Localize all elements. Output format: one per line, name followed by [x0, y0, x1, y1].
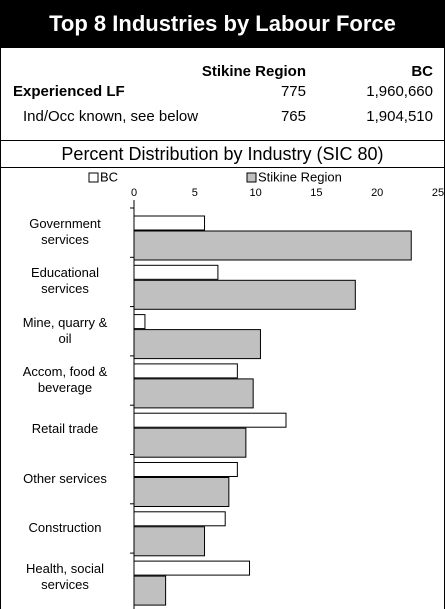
bar [133, 363, 238, 379]
category-label: Accom, food & beverage [22, 363, 108, 395]
category-label: Educational services [31, 265, 99, 297]
category-label: Mine, quarry & oil [22, 314, 108, 346]
bar [133, 412, 287, 428]
bar [133, 462, 238, 477]
bar [133, 264, 219, 280]
bar [133, 526, 206, 557]
bar [133, 560, 251, 576]
legend-swatch [246, 172, 257, 183]
category-label: Government services [29, 216, 101, 247]
cell: 765 [280, 108, 306, 125]
legend-label: Stikine Region [258, 169, 342, 184]
chart-title: Percent Distribution by Industry (SIC 80… [1, 140, 444, 168]
category-label: Construction [28, 519, 102, 535]
bar [133, 215, 206, 231]
bar [133, 329, 261, 360]
x-tick-label: 20 [371, 187, 383, 199]
y-tick-label: Mine, quarry & oil [3, 315, 127, 347]
bar [133, 279, 356, 310]
x-tick-label: 15 [310, 187, 322, 199]
bar [133, 477, 230, 507]
category-label: Retail trade [31, 421, 99, 437]
x-tick-label: 25 [432, 187, 444, 199]
row-label: Ind/Occ known, see below [23, 108, 199, 125]
page-title: Top 8 Industries by Labour Force [1, 0, 444, 48]
y-tick-label: Educational services [3, 265, 127, 297]
x-tick-label: 10 [249, 187, 261, 199]
legend-label: BC [100, 169, 118, 184]
x-tick-label: 0 [131, 187, 137, 199]
bar [133, 511, 226, 527]
category-label: Health, social services [25, 561, 105, 593]
cell: 1,960,660 [366, 83, 433, 100]
y-tick-label: Government services [3, 216, 127, 248]
bar [133, 575, 167, 606]
x-tick-label: 5 [192, 187, 198, 199]
bar [133, 230, 412, 261]
cell: 1,904,510 [366, 108, 433, 125]
legend-swatch [88, 172, 99, 183]
cell: 775 [280, 83, 306, 100]
y-tick-label: Construction [3, 520, 127, 536]
y-tick-label: Retail trade [3, 421, 127, 437]
y-tick-label: Other services [3, 471, 127, 487]
bar [133, 427, 247, 458]
row-label: Experienced LF [13, 83, 125, 100]
column-header: BC [411, 63, 433, 80]
bar [133, 314, 146, 330]
category-label: Other services [23, 470, 107, 486]
bar [133, 378, 254, 409]
y-tick-label: Health, social services [3, 561, 127, 593]
column-header: Stikine Region [201, 63, 306, 80]
y-tick-label: Accom, food & beverage [3, 364, 127, 396]
